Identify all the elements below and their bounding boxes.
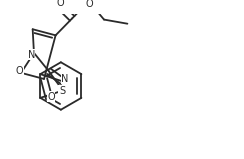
Text: N: N: [61, 74, 68, 84]
Text: O: O: [86, 0, 93, 9]
Text: O: O: [47, 92, 55, 102]
Text: S: S: [59, 86, 65, 96]
Text: O: O: [57, 0, 64, 8]
Text: N: N: [28, 50, 35, 60]
Text: O: O: [15, 66, 23, 76]
